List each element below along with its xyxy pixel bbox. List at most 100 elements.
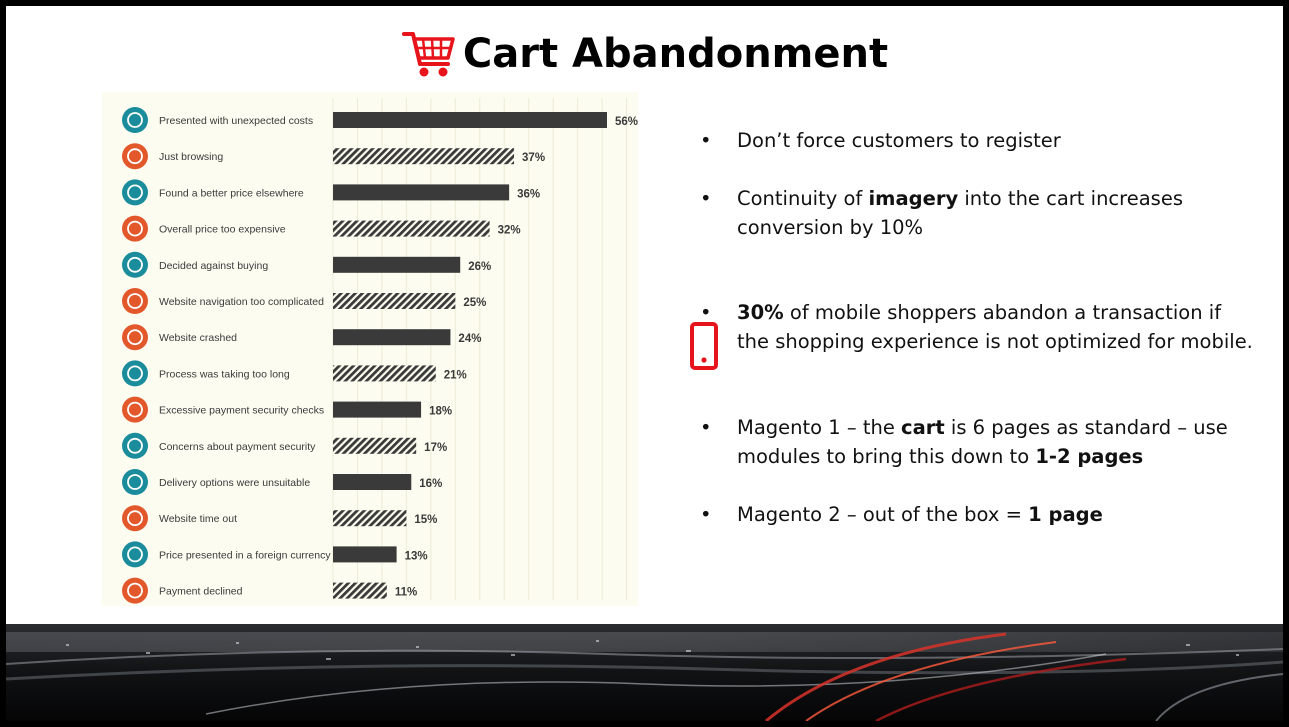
bullet-marker: •: [700, 301, 712, 324]
bar-row: Decided against buying 26%: [122, 251, 491, 278]
category-label: Payment declined: [159, 586, 243, 598]
value-label: 18%: [429, 406, 452, 418]
bar: [333, 437, 417, 454]
bar-row: Concerns about payment security 17%: [122, 432, 447, 459]
bar: [333, 510, 407, 527]
bullet-text: is 6 pages as standard – use modules to …: [737, 416, 1228, 468]
bullet-emphasis: cart: [901, 416, 945, 439]
bar-row: Website navigation too complicated 25%: [122, 288, 486, 314]
bullet-item: • Continuity of imagery into the cart inc…: [696, 184, 1256, 242]
icon-glyph: [127, 256, 143, 273]
icon-glyph: [127, 474, 143, 490]
price-tag-icon: [122, 179, 148, 206]
value-label: 16%: [419, 478, 442, 490]
security-card-icon: [122, 396, 148, 423]
declined-x-icon: [122, 577, 148, 604]
category-label: Decided against buying: [159, 260, 268, 272]
bar: [333, 112, 607, 128]
abandonment-chart: Presented with unexpected costs 56% Just b…: [102, 92, 638, 606]
bar-row: Payment declined 11%: [122, 577, 417, 604]
chart-svg: Presented with unexpected costs 56% Just b…: [122, 98, 638, 604]
value-label: 32%: [498, 225, 521, 237]
value-label: 24%: [458, 333, 481, 345]
bar: [333, 365, 436, 382]
icon-glyph: [127, 112, 143, 128]
bullet-item: • Magento 2 – out of the box = 1 page: [696, 500, 1256, 529]
icon-glyph: [127, 437, 143, 454]
bar-row: Process was taking too long 21%: [122, 360, 467, 387]
category-label: Website crashed: [159, 332, 237, 344]
bar-row: Found a better price elsewhere 36%: [122, 179, 540, 206]
category-label: Overall price too expensive: [159, 224, 286, 236]
bullet-text: of mobile shoppers abandon a transaction…: [737, 301, 1253, 353]
bar: [333, 184, 510, 201]
globe-icon: [122, 541, 148, 568]
category-label: Website time out: [159, 513, 237, 525]
bullet-marker: •: [700, 187, 712, 210]
icon-glyph: [127, 184, 143, 201]
bar: [333, 256, 461, 273]
shopping-cart-icon: [401, 32, 455, 77]
expensive-box-icon: [122, 215, 148, 242]
traffic-cone-icon: [122, 324, 148, 351]
bullet-marker: •: [700, 503, 712, 526]
icon-glyph: [127, 365, 143, 382]
value-label: 36%: [517, 188, 540, 200]
bar-row: Just browsing 37%: [122, 143, 545, 170]
ships-wheel-icon: [122, 288, 148, 314]
icon-glyph: [127, 220, 143, 237]
category-label: Website navigation too complicated: [159, 296, 324, 308]
clock-icon: [122, 360, 148, 387]
dollar-icon: [122, 107, 148, 133]
value-label: 17%: [424, 442, 447, 454]
bullet-text: Continuity of: [737, 187, 869, 210]
icon-glyph: [127, 401, 143, 418]
padlock-icon: [122, 432, 148, 459]
bar: [333, 293, 456, 309]
decorative-city-lights-image: [6, 624, 1283, 721]
icon-glyph: [127, 510, 143, 527]
bullet-item: • 30% of mobile shoppers abandon a transa…: [696, 298, 1256, 356]
delivery-truck-icon: [122, 469, 148, 495]
slide: Cart Abandonment Presented with unexpect…: [6, 6, 1283, 721]
bullet-emphasis: 1-2 pages: [1035, 445, 1144, 468]
value-label: 15%: [414, 514, 437, 526]
value-label: 13%: [405, 550, 428, 562]
category-label: Presented with unexpected costs: [159, 115, 313, 127]
bullet-item: • Magento 1 – the cart is 6 pages as stan…: [696, 413, 1256, 471]
category-label: Price presented in a foreign currency: [159, 549, 331, 561]
icon-glyph: [127, 582, 143, 599]
category-label: Delivery options were unsuitable: [159, 477, 310, 489]
bar-row: Presented with unexpected costs 56%: [122, 107, 638, 133]
category-label: Excessive payment security checks: [159, 405, 324, 417]
bar: [333, 329, 451, 346]
bar: [333, 220, 490, 237]
icon-glyph: [127, 148, 143, 165]
search-icon: [122, 143, 148, 170]
title-row: Cart Abandonment: [6, 26, 1283, 82]
mobile-phone-icon: [690, 322, 718, 370]
bullet-emphasis: 30%: [737, 301, 784, 324]
bullet-text: Magento 2 – out of the box =: [737, 503, 1029, 526]
value-label: 37%: [522, 152, 545, 164]
icon-glyph: [127, 293, 143, 309]
icon-glyph: [127, 329, 143, 346]
bar-row: Website time out 15%: [122, 505, 437, 532]
value-label: 11%: [395, 587, 417, 599]
bar-row: Website crashed 24%: [122, 324, 481, 351]
bullet-marker: •: [700, 129, 712, 152]
bullet-emphasis: 1 page: [1028, 503, 1103, 526]
value-label: 26%: [468, 261, 491, 273]
bar: [333, 474, 412, 490]
value-label: 25%: [463, 297, 486, 309]
category-label: Just browsing: [159, 151, 223, 163]
icon-glyph: [127, 546, 143, 563]
bullet-text: into the cart increases conversion by 10…: [737, 187, 1184, 239]
category-label: Process was taking too long: [159, 368, 290, 380]
value-label: 56%: [615, 116, 638, 128]
bar: [333, 401, 422, 418]
traffic-cone-icon: [122, 505, 148, 532]
bar: [333, 546, 397, 563]
bullet-text: Don’t force customers to register: [737, 129, 1061, 152]
bar: [333, 148, 515, 165]
